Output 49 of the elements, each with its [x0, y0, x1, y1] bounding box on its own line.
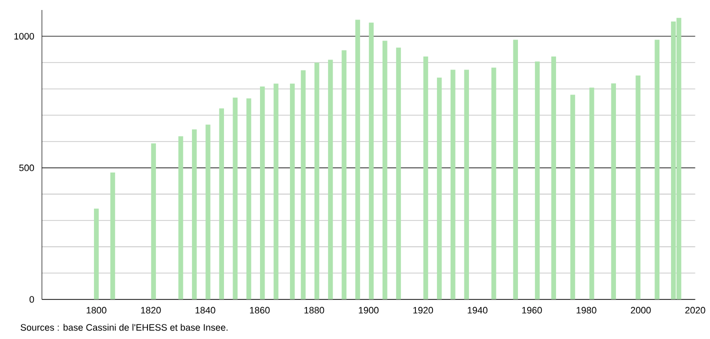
bar	[382, 40, 388, 300]
y-tick-label: 1000	[14, 32, 34, 40]
bar	[328, 60, 333, 300]
x-tick-label: 1920	[413, 306, 433, 314]
bar	[534, 61, 540, 300]
bar	[513, 40, 518, 300]
x-tick-label: 1940	[468, 306, 488, 314]
bar	[300, 70, 306, 300]
bar	[654, 40, 660, 300]
bar	[151, 143, 156, 300]
x-tick-label: 1860	[250, 306, 270, 314]
x-tick-label: 2000	[630, 306, 651, 314]
bar	[290, 84, 295, 300]
x-tick-label: 1840	[196, 306, 216, 314]
x-tick-label: 1980	[576, 306, 596, 314]
bar	[246, 98, 252, 300]
bar	[178, 136, 184, 300]
bar	[589, 87, 594, 300]
bar	[423, 56, 428, 300]
bar	[368, 22, 374, 300]
source-note: Sources : base Cassini de l'EHESS et base Insee.	[20, 324, 228, 331]
bar	[219, 108, 224, 300]
bar	[232, 97, 238, 300]
bar	[491, 67, 496, 300]
bar	[464, 70, 469, 300]
bar	[396, 47, 401, 300]
bar	[436, 77, 442, 300]
bar	[355, 20, 360, 300]
bar	[611, 83, 616, 300]
bar	[274, 84, 278, 300]
x-tick-label: 1820	[141, 306, 161, 314]
bar	[94, 208, 99, 300]
x-tick-label: 1900	[358, 306, 379, 314]
x-tick-label: 1880	[304, 306, 324, 314]
x-tick-label: 2020	[685, 306, 706, 314]
bar	[570, 94, 576, 300]
bar	[206, 124, 210, 300]
bar	[450, 70, 456, 300]
x-tick-label: 1800	[86, 306, 106, 314]
bar	[314, 62, 320, 300]
y-tick-label: 500	[19, 164, 34, 171]
y-tick-label: 0	[30, 296, 34, 303]
bar	[260, 86, 265, 300]
bar	[110, 172, 116, 300]
x-tick-label: 1960	[522, 306, 542, 314]
bar	[342, 50, 346, 300]
bar	[636, 75, 640, 300]
bar	[551, 56, 556, 300]
bar	[192, 129, 197, 300]
